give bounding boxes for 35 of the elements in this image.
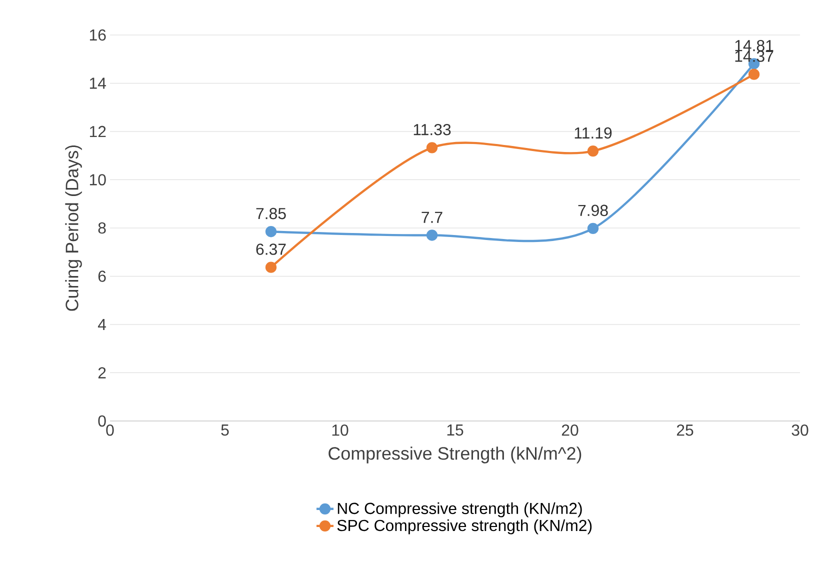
- x-tick-label: 30: [792, 424, 808, 436]
- point: [748, 68, 760, 80]
- x-tick-label: 20: [562, 424, 578, 436]
- point: [265, 262, 277, 273]
- point: [587, 222, 599, 234]
- point: [426, 142, 438, 154]
- y-axis-title: Curing Period (Days): [65, 145, 82, 311]
- data-label: 7.98: [578, 204, 608, 216]
- point: [587, 145, 599, 157]
- y-tick-label: 4: [98, 319, 106, 330]
- y-tick-label: 2: [98, 367, 106, 378]
- y-tick-label: 8: [98, 222, 106, 234]
- y-tick-label: 6: [98, 270, 106, 282]
- point: [265, 226, 277, 238]
- legend-label: NC Compressive strength (KN/m2): [338, 502, 582, 518]
- y-tick-label: 0: [98, 415, 106, 427]
- x-axis-title: Compressive Strength (kN/m^2): [328, 446, 582, 464]
- x-tick-label: 25: [676, 424, 694, 436]
- y-tick-label: 12: [90, 126, 106, 138]
- data-label: 11.19: [574, 127, 612, 139]
- data-label: 7.85: [256, 208, 286, 220]
- legend-label: SPC Compressive strength (KN/m2): [337, 519, 592, 534]
- x-tick-label: 0: [106, 424, 114, 436]
- data-label: 14.37: [735, 50, 774, 62]
- x-tick-label: 15: [447, 424, 464, 436]
- y-tick-label: 16: [90, 29, 106, 41]
- point: [426, 230, 438, 241]
- data-label: 11.33: [414, 124, 451, 136]
- x-tick-label: 10: [332, 424, 348, 436]
- y-tick-label: 14: [90, 78, 106, 89]
- data-label: 7.7: [422, 212, 442, 223]
- data-label: 14.81: [735, 40, 774, 52]
- x-tick-label: 5: [221, 424, 229, 436]
- y-tick-label: 10: [90, 174, 106, 186]
- data-label: 6.37: [256, 244, 286, 255]
